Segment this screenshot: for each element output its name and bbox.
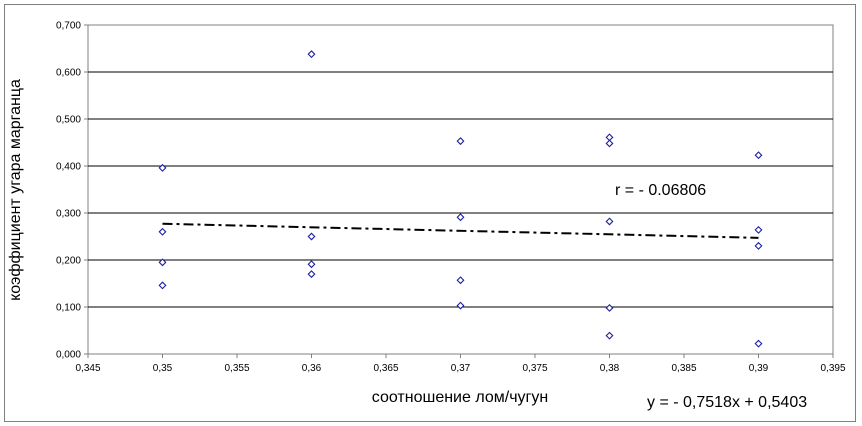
x-tick-label: 0,39: [749, 363, 769, 374]
y-tick-label: 0,100: [56, 303, 81, 314]
y-tick-label: 0,700: [56, 21, 81, 32]
data-point: [754, 151, 763, 160]
y-tick-label: 0,500: [56, 115, 81, 126]
data-points: [158, 50, 763, 348]
y-tick-label: 0,000: [56, 350, 81, 361]
data-point: [307, 270, 316, 279]
y-tick-label: 0,400: [56, 162, 81, 173]
data-point: [605, 139, 614, 148]
x-tick-label: 0,36: [302, 363, 322, 374]
y-tick-label: 0,200: [56, 256, 81, 267]
correlation-annotation: r = - 0.06806: [615, 182, 706, 199]
y-tick-label: 0,300: [56, 209, 81, 220]
data-point: [456, 301, 465, 310]
y-axis-title: коэффициент угара марганца: [7, 79, 24, 301]
trendline-line: [162, 222, 759, 239]
x-tick-label: 0,35: [153, 363, 173, 374]
data-point: [158, 163, 167, 172]
data-point: [158, 258, 167, 267]
trendline-equation: y = - 0,7518x + 0,5403: [647, 394, 807, 411]
x-tick-label: 0,345: [75, 363, 100, 374]
trendline: [162, 222, 759, 239]
x-tick-label: 0,355: [224, 363, 249, 374]
x-axis-title: соотношение лом/чугун: [372, 389, 548, 406]
data-point: [456, 213, 465, 222]
data-point: [456, 137, 465, 146]
data-point: [605, 217, 614, 226]
x-tick-label: 0,38: [600, 363, 620, 374]
plot-area: [87, 24, 834, 355]
data-point: [605, 331, 614, 340]
data-point: [754, 339, 763, 348]
x-tick-label: 0,37: [451, 363, 471, 374]
data-point: [307, 232, 316, 241]
data-point: [754, 225, 763, 234]
x-axis: 0,345 0,35 0,355 0,36 0,365 0,37 0,375 0,38 0,38…: [75, 354, 846, 374]
data-point: [307, 260, 316, 269]
y-axis: 0,000 0,100 0,200 0,300 0,400 0,500 0,600 0,700: [56, 21, 88, 361]
y-tick-label: 0,600: [56, 68, 81, 79]
x-tick-label: 0,365: [373, 363, 398, 374]
data-point: [307, 50, 316, 59]
data-point: [605, 303, 614, 312]
gridlines: [88, 71, 833, 308]
data-point: [158, 281, 167, 290]
data-point: [754, 241, 763, 250]
x-tick-label: 0,395: [820, 363, 845, 374]
x-tick-label: 0,385: [671, 363, 696, 374]
x-tick-label: 0,375: [522, 363, 547, 374]
data-point: [158, 227, 167, 236]
data-point: [456, 276, 465, 285]
